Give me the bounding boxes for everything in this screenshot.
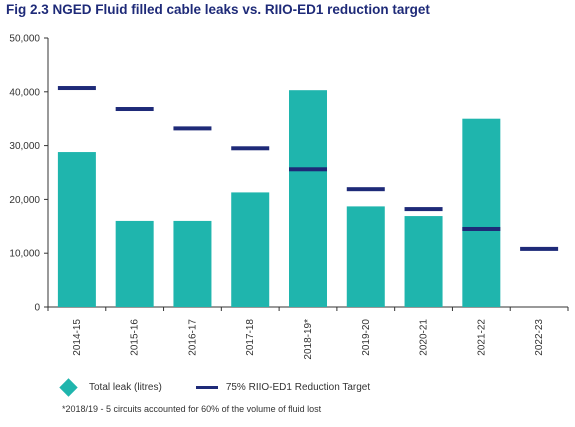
target-marker bbox=[346, 187, 385, 192]
chart-footnote: *2018/19 - 5 circuits accounted for 60% … bbox=[62, 404, 322, 414]
target-marker bbox=[57, 86, 96, 91]
target-marker bbox=[462, 226, 501, 231]
y-tick-label: 0 bbox=[34, 303, 40, 314]
target-marker bbox=[115, 107, 154, 112]
x-tick-label: 2015-16 bbox=[130, 319, 141, 356]
legend-label-target: 75% RIIO-ED1 Reduction Target bbox=[225, 381, 371, 393]
bar-total-leak bbox=[231, 192, 270, 307]
x-tick-label: 2014-15 bbox=[72, 319, 83, 356]
bar-total-leak bbox=[115, 220, 154, 307]
x-tick-label: 2021-22 bbox=[476, 319, 487, 356]
bar-total-leak bbox=[173, 220, 212, 307]
target-marker bbox=[173, 126, 212, 131]
bar-total-leak bbox=[346, 206, 385, 307]
y-tick-label: 10,000 bbox=[9, 249, 40, 260]
legend-item-target: 75% RIIO-ED1 Reduction Target bbox=[195, 381, 371, 393]
x-tick-label: 2020-21 bbox=[419, 319, 430, 356]
y-tick-label: 20,000 bbox=[9, 195, 40, 206]
target-marker bbox=[289, 167, 327, 172]
x-tick-label: 2017-18 bbox=[245, 319, 256, 356]
x-tick-label: 2022-23 bbox=[534, 319, 545, 356]
legend-diamond-swatch bbox=[59, 377, 78, 397]
bar-total-leak bbox=[289, 90, 327, 307]
legend-line-swatch bbox=[195, 385, 218, 389]
y-tick-label: 50,000 bbox=[9, 34, 40, 45]
target-marker bbox=[404, 207, 443, 212]
bar-total-leak bbox=[404, 216, 443, 307]
legend-label-total-leak: Total leak (litres) bbox=[89, 381, 162, 393]
y-tick-label: 40,000 bbox=[9, 87, 40, 98]
y-tick-label: 30,000 bbox=[9, 141, 40, 152]
target-marker bbox=[231, 146, 270, 151]
x-tick-label: 2016-17 bbox=[187, 319, 198, 356]
target-marker bbox=[520, 246, 559, 251]
chart-legend: Total leak (litres) 75% RIIO-ED1 Reducti… bbox=[59, 377, 371, 397]
x-tick-label: 2019-20 bbox=[361, 319, 372, 356]
chart-title: Fig 2.3 NGED Fluid filled cable leaks vs… bbox=[6, 2, 430, 17]
legend-item-total-leak: Total leak (litres) bbox=[59, 377, 162, 397]
bar-total-leak bbox=[57, 152, 96, 307]
bar-total-leak bbox=[462, 118, 501, 307]
x-tick-label: 2018-19* bbox=[303, 319, 314, 360]
chart-plot: 0 10,000 20,000 30,000 40,000 50,000 2014-15 20… bbox=[9, 34, 569, 360]
